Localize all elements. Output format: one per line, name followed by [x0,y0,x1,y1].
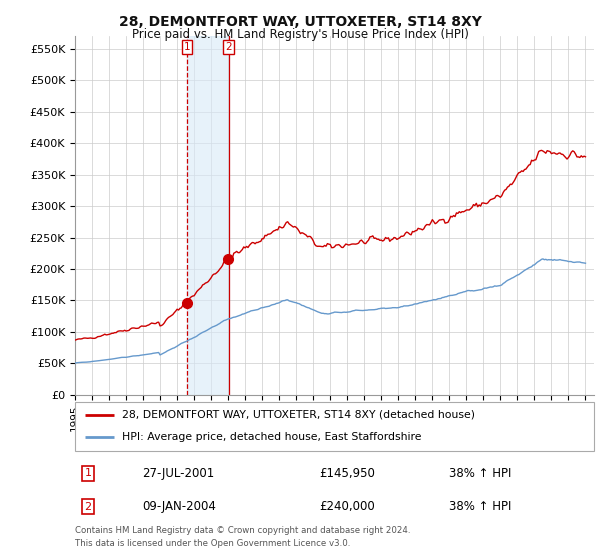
Text: £240,000: £240,000 [319,500,374,514]
Text: 1: 1 [184,42,190,52]
Bar [187,36,229,395]
Text: £145,950: £145,950 [319,466,375,480]
Text: 2: 2 [85,502,92,512]
Text: 28, DEMONTFORT WAY, UTTOXETER, ST14 8XY (detached house): 28, DEMONTFORT WAY, UTTOXETER, ST14 8XY … [122,410,475,420]
Text: 09-JAN-2004: 09-JAN-2004 [142,500,217,514]
FancyBboxPatch shape [75,402,594,451]
Text: 27-JUL-2001: 27-JUL-2001 [142,466,215,480]
Text: 38% ↑ HPI: 38% ↑ HPI [449,500,511,514]
Text: 2: 2 [226,42,232,52]
Text: 1: 1 [85,468,91,478]
Text: Contains HM Land Registry data © Crown copyright and database right 2024.
This d: Contains HM Land Registry data © Crown c… [75,526,410,548]
Text: Price paid vs. HM Land Registry's House Price Index (HPI): Price paid vs. HM Land Registry's House … [131,28,469,41]
Text: HPI: Average price, detached house, East Staffordshire: HPI: Average price, detached house, East… [122,432,421,442]
Text: 28, DEMONTFORT WAY, UTTOXETER, ST14 8XY: 28, DEMONTFORT WAY, UTTOXETER, ST14 8XY [119,15,481,29]
Text: 38% ↑ HPI: 38% ↑ HPI [449,466,511,480]
